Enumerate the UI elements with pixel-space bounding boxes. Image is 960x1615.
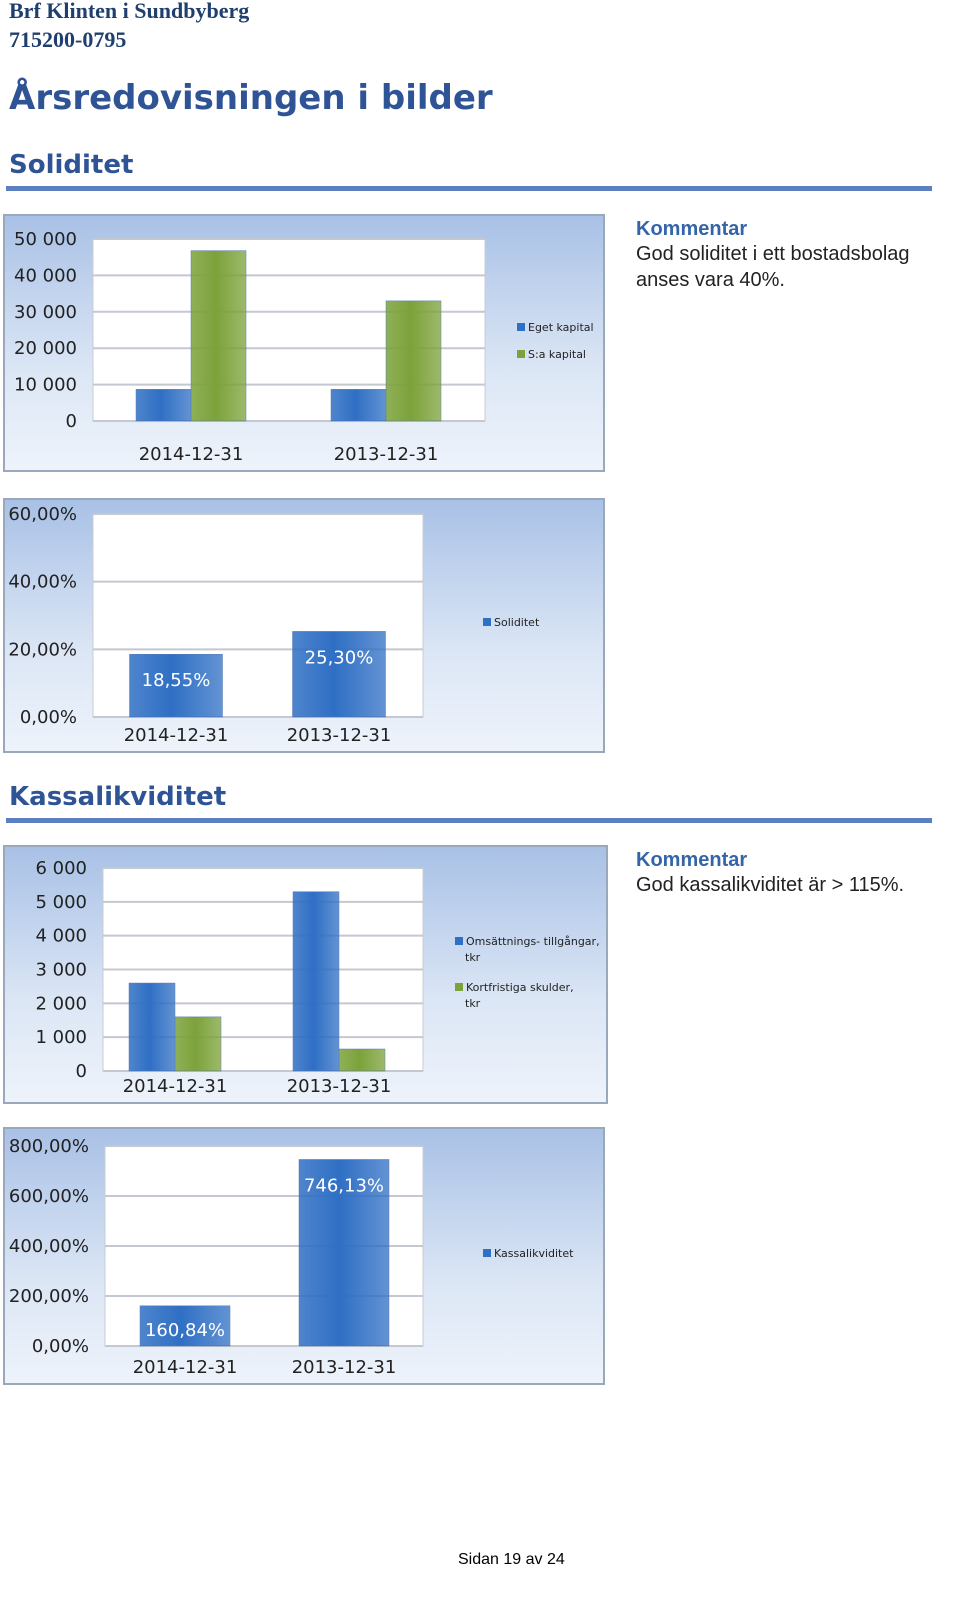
chart-svg: 0 10 000 20 000 30 000 40 000 50 000 2014-12-3… (14, 229, 594, 465)
y-tick-label: 0 (76, 1061, 87, 1082)
x-tick-label: 2014-12-31 (139, 444, 244, 465)
legend-label: tkr (465, 997, 481, 1010)
comment-text: God kassalikviditet är > 115%. (636, 874, 905, 896)
legend-label: Eget kapital (528, 321, 594, 334)
bar (128, 982, 176, 1072)
section-rule (6, 186, 932, 191)
y-tick-label: 3 000 (35, 960, 87, 981)
data-label: 25,30% (305, 647, 374, 668)
legend-label: tkr (465, 951, 481, 964)
x-tick-label: 2013-12-31 (287, 725, 392, 746)
y-tick-label: 20 000 (14, 338, 77, 359)
y-tick-label: 20,00% (8, 639, 77, 660)
y-tick-label: 1 000 (35, 1027, 87, 1048)
x-tick-label: 2014-12-31 (124, 725, 229, 746)
y-tick-label: 600,00% (9, 1186, 89, 1207)
y-tick-label: 50 000 (14, 229, 77, 250)
section-title-soliditet: Soliditet (9, 150, 134, 180)
data-label: 160,84% (145, 1320, 225, 1341)
page-footer: Sidan 19 av 24 (458, 1551, 565, 1568)
data-label: 18,55% (142, 670, 211, 691)
bar (174, 1016, 222, 1072)
x-tick-label: 2013-12-31 (292, 1357, 397, 1378)
y-tick-label: 60,00% (8, 504, 77, 525)
y-tick-label: 2 000 (35, 993, 87, 1014)
y-tick-label: 200,00% (9, 1286, 89, 1307)
org-name: Brf Klinten i Sundbyberg (9, 0, 250, 23)
bar (129, 653, 223, 718)
legend-label: Kassalikviditet (494, 1247, 574, 1260)
legend-swatch (517, 323, 525, 331)
legend-swatch (455, 937, 463, 945)
chart-likviditet-kapital: 0 1 000 2 000 3 000 4 000 5 000 6 000 2014-12-3… (3, 845, 608, 1104)
chart-svg: 0 1 000 2 000 3 000 4 000 5 000 6 000 2014-12-3… (35, 858, 600, 1097)
section-title-kassalikviditet: Kassalikviditet (9, 782, 227, 812)
comment-title: Kommentar (636, 218, 748, 240)
x-tick-label: 2013-12-31 (334, 444, 439, 465)
bar (292, 631, 386, 718)
legend-swatch (517, 350, 525, 358)
y-tick-label: 0,00% (32, 1336, 89, 1357)
legend-swatch (483, 1249, 491, 1257)
legend-label: Soliditet (494, 616, 540, 629)
legend-label: S:a kapital (528, 348, 586, 361)
legend-swatch (483, 618, 491, 626)
x-tick-label: 2013-12-31 (287, 1076, 392, 1097)
bar (135, 389, 192, 422)
chart-kassalikviditet: 0,00% 200,00% 400,00% 600,00% 800,00% 160,84%… (3, 1127, 605, 1385)
bar (292, 891, 340, 1072)
bar (298, 1159, 390, 1347)
chart-svg: 0,00% 20,00% 40,00% 60,00% 18,55% 2014-12-31 2… (8, 504, 540, 746)
comment-text: God soliditet i ett bostadsbolag anses v… (636, 243, 910, 291)
y-tick-label: 5 000 (35, 892, 87, 913)
bar (330, 389, 387, 422)
section-rule (6, 818, 932, 823)
comment-kassalikviditet: Kommentar God kassalikviditet är > 115%. (636, 849, 936, 898)
bar (385, 300, 442, 422)
y-tick-label: 40,00% (8, 572, 77, 593)
y-tick-label: 6 000 (35, 858, 87, 879)
y-tick-label: 0 (66, 411, 77, 432)
data-label: 746,13% (304, 1175, 384, 1196)
bar (338, 1048, 386, 1072)
page-title: Årsredovisningen i bilder (9, 78, 493, 118)
x-tick-label: 2014-12-31 (123, 1076, 228, 1097)
y-tick-label: 400,00% (9, 1236, 89, 1257)
chart-kapital: 0 10 000 20 000 30 000 40 000 50 000 2014-12-3… (3, 214, 605, 472)
y-tick-label: 4 000 (35, 926, 87, 947)
bar (139, 1305, 231, 1347)
x-tick-label: 2014-12-31 (133, 1357, 238, 1378)
y-tick-label: 30 000 (14, 302, 77, 323)
y-tick-label: 10 000 (14, 375, 77, 396)
legend-swatch (455, 983, 463, 991)
chart-svg: 0,00% 200,00% 400,00% 600,00% 800,00% 160,84%… (9, 1136, 574, 1378)
y-tick-label: 0,00% (20, 707, 77, 728)
comment-soliditet: Kommentar God soliditet i ett bostadsbol… (636, 218, 936, 293)
org-number: 715200-0795 (9, 27, 127, 52)
chart-soliditet: 0,00% 20,00% 40,00% 60,00% 18,55% 2014-12-31 2… (3, 498, 605, 753)
comment-title: Kommentar (636, 849, 748, 871)
legend-label: Kortfristiga skulder, (466, 981, 574, 994)
y-tick-label: 40 000 (14, 265, 77, 286)
y-tick-label: 800,00% (9, 1136, 89, 1157)
legend-label: Omsättnings- tillgångar, (466, 935, 600, 948)
bar (190, 250, 247, 422)
